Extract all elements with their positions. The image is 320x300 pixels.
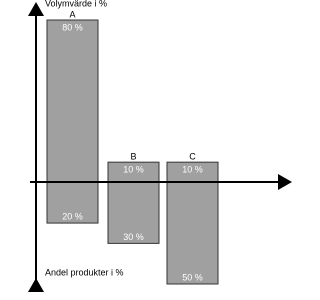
axis-label-top: Volymvärde i % [45,0,107,8]
bar [107,181,160,244]
value-label: 10 % [123,165,144,175]
bar [46,19,99,183]
value-label: 20 % [62,211,83,221]
value-label: 50 % [182,272,203,282]
chart: Volymvärde i % Andel produkter i % 80 % A… [28,0,292,292]
axis-label-bottom: Andel produkter i % [45,267,124,277]
bar [166,181,219,285]
value-label: 80 % [62,22,83,32]
value-label: 30 % [123,232,144,242]
bar [46,181,99,224]
category-label: A [69,9,75,19]
value-label: 10 % [182,165,203,175]
category-label: B [130,152,136,162]
category-label: C [189,152,196,162]
